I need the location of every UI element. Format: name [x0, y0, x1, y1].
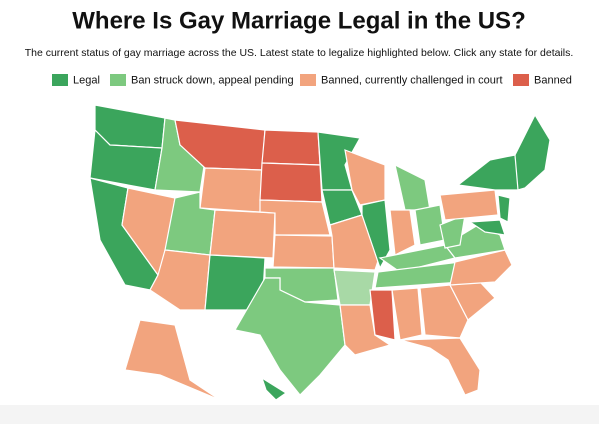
state[interactable] [399, 337, 481, 396]
footer-bar [0, 405, 599, 424]
state[interactable] [468, 219, 506, 236]
state[interactable] [439, 189, 499, 221]
state[interactable] [339, 304, 392, 356]
state[interactable] [317, 131, 361, 191]
legend: Legal Ban struck down, appeal pending Bann… [52, 74, 572, 86]
legend-swatch [52, 74, 68, 86]
state[interactable] [260, 376, 288, 401]
title: Where Is Gay Marriage Legal in the US? [72, 7, 525, 34]
legend-label: Ban struck down, appeal pending [131, 74, 294, 86]
legend-swatch [110, 74, 126, 86]
legend-swatch [300, 74, 316, 86]
legend-label: Banned, currently challenged in court [321, 74, 503, 86]
state[interactable] [272, 234, 335, 269]
state[interactable] [456, 154, 521, 191]
legend-label: Legal [73, 74, 100, 86]
state[interactable] [497, 194, 511, 223]
legend-swatch [513, 74, 529, 86]
state[interactable] [419, 284, 469, 339]
state[interactable] [209, 209, 276, 259]
state[interactable] [261, 129, 321, 166]
subtitle: The current status of gay marriage acros… [25, 47, 574, 59]
state[interactable] [369, 289, 396, 341]
state[interactable] [124, 319, 221, 401]
legend-label: Banned [534, 74, 572, 86]
state[interactable] [259, 162, 323, 203]
state[interactable] [199, 167, 263, 213]
state[interactable] [394, 163, 431, 211]
state[interactable] [389, 209, 416, 256]
us-map [89, 104, 551, 401]
state[interactable] [333, 269, 376, 306]
state[interactable] [514, 113, 551, 191]
state[interactable] [391, 287, 423, 341]
state[interactable] [449, 249, 513, 286]
state[interactable] [234, 277, 346, 396]
